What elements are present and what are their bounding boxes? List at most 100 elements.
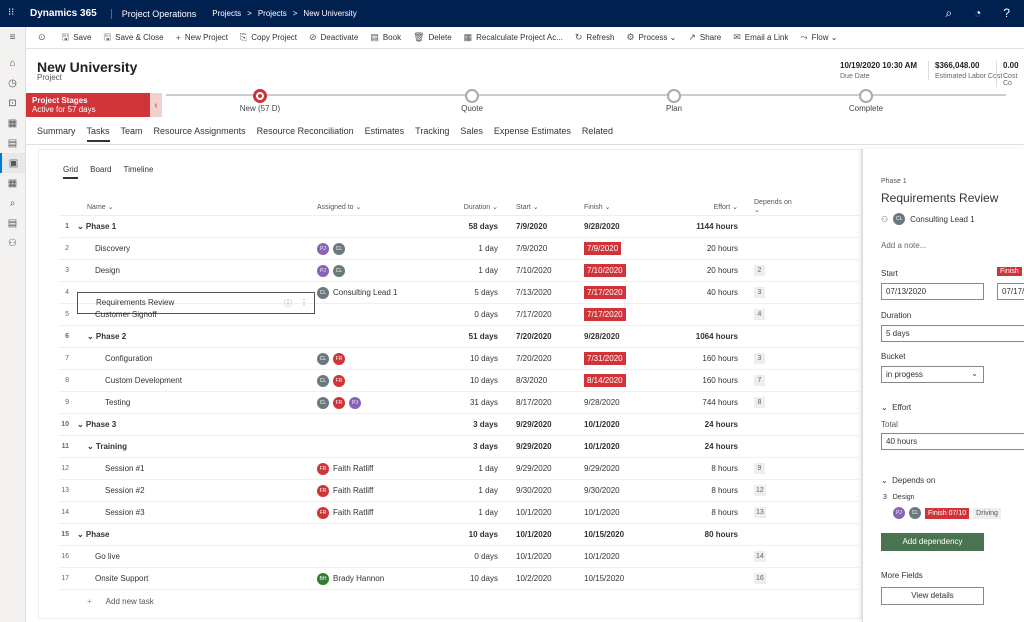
effort-cell[interactable]: 40 hours	[706, 288, 738, 297]
finish-cell[interactable]: 7/31/2020	[574, 352, 664, 365]
table-row[interactable]: 7 Configuration CL FR 10 days 7/20/2020 7/31/2…	[59, 348, 859, 370]
start-cell[interactable]: 7/9/2020	[516, 222, 548, 231]
table-row[interactable]: 11 ⌄ Training 3 days 9/29/2020 10/1/2020 24 h…	[59, 436, 859, 458]
brand-title[interactable]: Dynamics 365	[30, 8, 97, 19]
effort-cell[interactable]: 1144 hours	[696, 222, 738, 231]
table-row[interactable]: 17 Onsite Support BH Brady Hannon 10 days 10/…	[59, 568, 859, 590]
duration-cell[interactable]: 1 day	[478, 244, 498, 253]
tab-resource-reconciliation[interactable]: Resource Reconciliation	[256, 125, 354, 136]
assigned-cell[interactable]: CL FR	[317, 374, 442, 387]
projects-icon[interactable]: ▣	[0, 153, 25, 173]
tab-team[interactable]: Team	[120, 125, 143, 136]
hamburger-icon[interactable]: ≡	[9, 31, 16, 43]
start-cell[interactable]: 10/2/2020	[516, 574, 552, 583]
start-cell[interactable]: 10/1/2020	[516, 530, 552, 539]
view-details-button[interactable]: View details	[881, 587, 984, 605]
finish-cell[interactable]: 9/28/2020	[574, 222, 664, 231]
help-icon[interactable]: ?	[1003, 6, 1010, 20]
depends-cell[interactable]: 3	[738, 287, 798, 298]
start-input[interactable]: 07/13/2020	[881, 283, 984, 300]
effort-cell[interactable]: 160 hours	[702, 354, 738, 363]
table-row[interactable]: 5 Customer Signoff 0 days 7/17/2020 7/17/202…	[59, 304, 859, 326]
assistant-icon[interactable]: ◔	[974, 6, 982, 20]
start-cell[interactable]: 9/30/2020	[516, 486, 552, 495]
table-row[interactable]: 16 Go live 0 days 10/1/2020 10/1/2020 14	[59, 546, 859, 568]
header-finish[interactable]: Finish ⌄	[584, 203, 611, 211]
effort-cell[interactable]: 20 hours	[706, 244, 738, 253]
task-name-cell[interactable]: Customer Signoff	[77, 310, 317, 319]
cmd-button[interactable]: ⤳ Flow ⌄	[800, 32, 837, 43]
search-icon[interactable]: ⌕	[945, 6, 953, 20]
view-board[interactable]: Board	[90, 165, 112, 174]
header-start[interactable]: Start ⌄	[516, 203, 539, 211]
effort-cell[interactable]: 24 hours	[704, 420, 738, 429]
task-name-cell[interactable]: ⌄ Training	[77, 442, 317, 451]
task-name-cell[interactable]: Session #3	[77, 508, 317, 517]
start-cell[interactable]: 8/17/2020	[516, 398, 552, 407]
start-cell[interactable]: 7/13/2020	[516, 288, 552, 297]
finish-cell[interactable]: 10/15/2020	[574, 530, 664, 539]
duration-cell[interactable]: 1 day	[478, 266, 498, 275]
task-name-cell[interactable]: ⌄ Phase 1	[77, 222, 317, 231]
start-cell[interactable]: 9/29/2020	[516, 464, 552, 473]
effort-cell[interactable]: 8 hours	[711, 486, 738, 495]
depends-cell[interactable]: 16	[738, 573, 798, 584]
cmd-button[interactable]: 🖫 Save	[62, 30, 92, 46]
start-cell[interactable]: 7/20/2020	[516, 354, 552, 363]
selected-cell[interactable]: Requirements Review ⓘ ⋮	[77, 291, 315, 314]
cmd-button[interactable]: ⊘ Deactivate	[309, 32, 358, 43]
finish-cell[interactable]: 7/10/2020	[574, 264, 664, 277]
tab-tasks[interactable]: Tasks	[86, 122, 110, 142]
start-cell[interactable]: 7/9/2020	[516, 244, 548, 253]
tab-sales[interactable]: Sales	[460, 125, 483, 136]
info-icon[interactable]: ⓘ	[284, 298, 292, 308]
duration-cell[interactable]: 1 day	[478, 486, 498, 495]
table-row[interactable]: 12 Session #1 FR Faith Ratliff 1 day 9/29/202…	[59, 458, 859, 480]
depends-cell[interactable]: 3	[738, 353, 798, 364]
task-name-cell[interactable]: Testing	[77, 398, 317, 407]
duration-input[interactable]: 5 days	[881, 325, 1024, 342]
cmd-button[interactable]: ↻ Refresh	[575, 32, 615, 43]
view-timeline[interactable]: Timeline	[123, 165, 154, 174]
start-cell[interactable]: 7/20/2020	[516, 332, 552, 341]
duration-cell[interactable]: 3 days	[473, 420, 498, 429]
task-name-cell[interactable]: ⌄ Phase 3	[77, 420, 317, 429]
finish-cell[interactable]: 9/28/2020	[574, 332, 664, 341]
start-cell[interactable]: 7/10/2020	[516, 266, 552, 275]
header-duration[interactable]: Duration ⌄	[463, 203, 498, 211]
cmd-button[interactable]: ↗ Share	[688, 32, 721, 43]
duration-cell[interactable]: 1 day	[478, 508, 498, 517]
finish-cell[interactable]: 9/30/2020	[574, 486, 664, 495]
task-name-cell[interactable]: Discovery	[77, 244, 317, 253]
duration-cell[interactable]: 10 days	[468, 530, 498, 539]
effort-cell[interactable]: 20 hours	[706, 266, 738, 275]
tab-estimates[interactable]: Estimates	[364, 125, 405, 136]
cmd-button[interactable]: ✉ Email a Link	[733, 32, 788, 43]
cmd-button[interactable]: ▦ Recalculate Project Ac...	[464, 32, 563, 43]
duration-cell[interactable]: 10 days	[469, 376, 498, 385]
table-row[interactable]: 10 ⌄ Phase 3 3 days 9/29/2020 10/1/2020 24 ho…	[59, 414, 859, 436]
bucket-select[interactable]: in progess ⌄	[881, 366, 984, 383]
effort-cell[interactable]: 160 hours	[702, 376, 738, 385]
duration-cell[interactable]: 51 days	[468, 332, 498, 341]
table-row[interactable]: 4 Requirements Review ⓘ ⋮ CL Consulting Lead …	[59, 282, 859, 314]
effort-cell[interactable]: 80 hours	[704, 530, 738, 539]
assigned-cell[interactable]: BH Brady Hannon	[317, 572, 442, 585]
assigned-cell[interactable]: CL FR	[317, 352, 442, 365]
task-name-cell[interactable]: Session #1	[77, 464, 317, 473]
duration-cell[interactable]: 10 days	[469, 574, 498, 583]
assigned-cell[interactable]: PJ CL	[317, 242, 442, 255]
chevron-left-icon[interactable]: ‹	[150, 93, 162, 117]
duration-cell[interactable]: 31 days	[469, 398, 498, 407]
start-cell[interactable]: 10/1/2020	[516, 508, 552, 517]
finish-cell[interactable]: 7/17/2020	[574, 308, 664, 321]
depends-cell[interactable]: 12	[738, 485, 798, 496]
stage-complete[interactable]: Complete	[816, 89, 916, 113]
cmd-button[interactable]: ⚙ Process ⌄	[626, 32, 676, 43]
cmd-button[interactable]: ▤ Book	[370, 32, 401, 43]
table-row[interactable]: 13 Session #2 FR Faith Ratliff 1 day 9/30/202…	[59, 480, 859, 502]
finish-cell[interactable]: 9/28/2020	[574, 398, 664, 407]
table-row[interactable]: 9 Testing CL FR PJ 31 days 8/17/2020 9/28/2020 7…	[59, 392, 859, 414]
crumb[interactable]: Projects	[257, 9, 287, 18]
table-row[interactable]: 3 Design PJ CL 1 day 7/10/2020 7/10/2020 20 hou…	[59, 260, 859, 282]
